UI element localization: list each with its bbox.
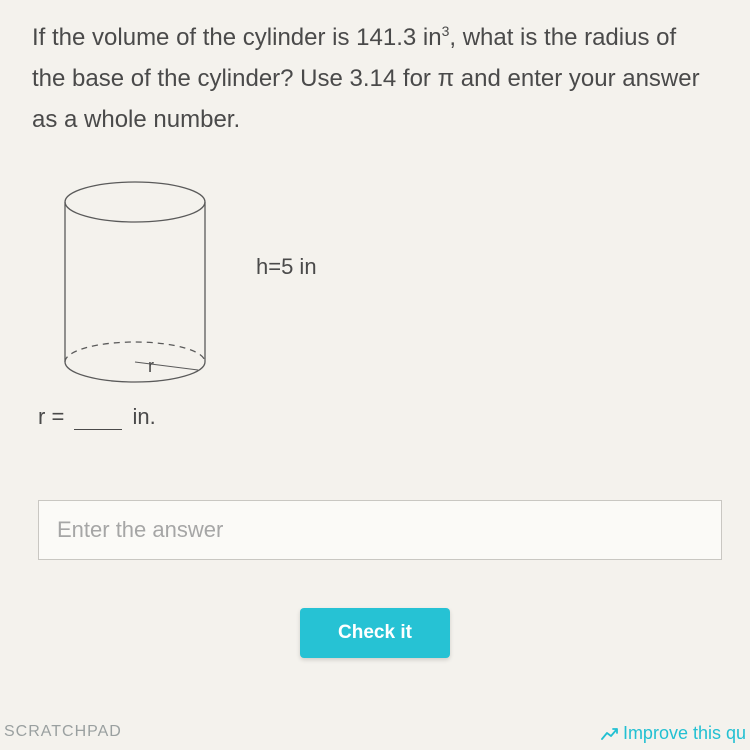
answer-prompt: r = in. [38,404,156,430]
check-button[interactable]: Check it [300,608,450,658]
trend-icon [601,727,619,741]
answer-prefix: r = [38,404,64,429]
question-line1b: , what is the radius of [449,24,676,51]
figure-area: h=5 in r r = in. [38,180,750,440]
footer: SCRATCHPAD Improve this qu [0,723,750,744]
question-line3: as a whole number. [32,106,240,133]
cylinder-diagram [60,180,210,390]
answer-blank [74,429,122,430]
answer-input[interactable]: Enter the answer [38,500,722,560]
answer-suffix: in. [133,404,156,429]
question-line1a: If the volume of the cylinder is 141.3 i… [32,24,442,51]
improve-text: Improve this qu [623,723,746,743]
improve-link[interactable]: Improve this qu [601,723,746,744]
answer-placeholder: Enter the answer [57,517,223,543]
radius-letter: r [148,356,154,377]
question-text: If the volume of the cylinder is 141.3 i… [0,0,750,140]
height-label: h=5 in [256,254,317,280]
question-line2: the base of the cylinder? Use 3.14 for π… [32,65,700,92]
scratchpad-link[interactable]: SCRATCHPAD [4,723,122,744]
